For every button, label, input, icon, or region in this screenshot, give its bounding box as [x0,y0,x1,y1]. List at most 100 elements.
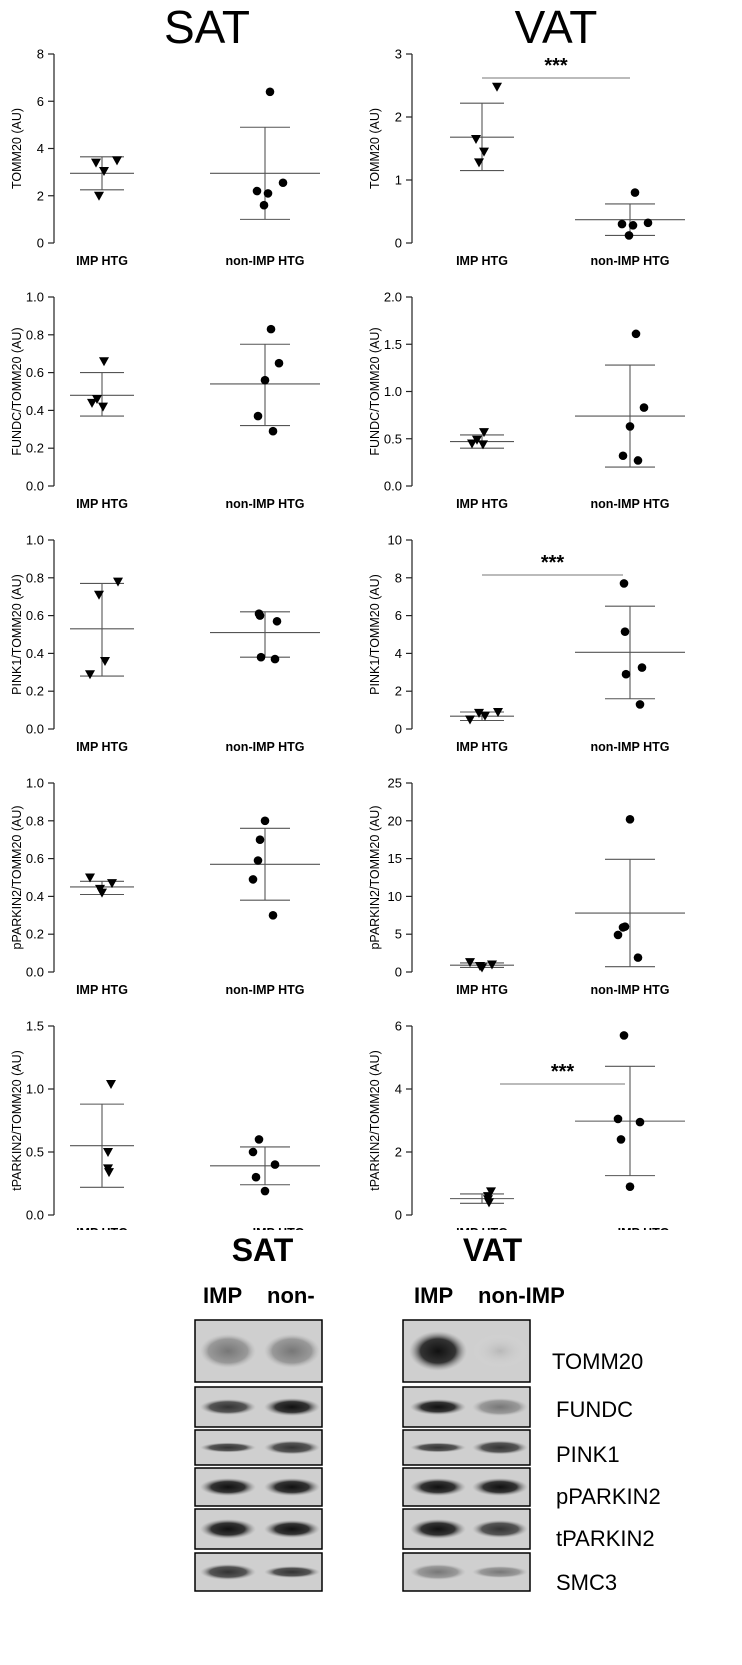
blot-sat-pink1-band-1 [200,1442,256,1453]
c8-y-tick-label: 1.5 [26,1019,44,1034]
c6-point-circle [253,856,263,865]
c6-point-circle [255,835,265,844]
c3-point-triangle [478,440,488,450]
c6-point-triangle [97,888,107,898]
c8-point-circle [254,1135,264,1144]
c8-point-circle [248,1147,258,1157]
c5-y-tick-label: 0 [395,722,402,737]
blot-sat-fundc-band-2 [264,1398,320,1416]
c4-y-axis-label: PINK1/TOMM20 (AU) [10,574,24,695]
c2-point-circle [260,375,270,385]
c9-x-category-label: IMP HTG [456,1226,508,1230]
c2-y-tick-label: 1.0 [26,290,44,305]
c9-y-tick-label: 4 [395,1082,402,1097]
c4-point-triangle [113,577,123,587]
c6-y-tick-label: 1.0 [26,776,44,791]
c9-point-circle [613,1114,623,1124]
c5-point-triangle [465,715,475,725]
c6-y-tick-label: 0.8 [26,813,44,828]
c5-point-circle [619,579,629,588]
c3-point-circle [618,451,628,461]
c5-x-category-label: IMP HTG [456,740,508,754]
c7-y-tick-label: 5 [395,927,402,942]
c3-y-tick-label: 0.0 [384,479,402,494]
blot-vat-lane-1: IMP [414,1283,454,1308]
c1-point-triangle [479,147,489,157]
blot-vat-tomm20-band-1 [409,1331,467,1371]
c1-significance-label: *** [544,55,568,77]
c4-point-circle [256,652,266,662]
c0-point-circle [252,186,262,196]
c0-y-tick-label: 0 [37,236,44,251]
c2-y-tick-label: 0.4 [26,403,44,418]
c1-point-triangle [471,135,481,145]
c0-y-tick-label: 8 [37,47,44,62]
c9-y-tick-label: 0 [395,1208,402,1223]
c6-y-tick-label: 0.2 [26,927,44,942]
c1-point-circle [617,219,627,229]
blot-sat-tparkin2-band-2 [264,1520,320,1538]
c0-point-circle [259,200,269,210]
c3-point-circle [633,456,643,465]
c1-y-tick-label: 1 [395,173,402,188]
c4-x-category-label: IMP HTG [76,740,128,754]
c0-x-category-label: IMP HTG [76,254,128,268]
c7-y-tick-label: 10 [388,889,402,904]
blot-sat-smc3-band-1 [200,1564,256,1580]
c5-point-triangle [474,708,484,718]
c3-point-triangle [472,435,482,445]
c7-point-triangle [487,960,497,970]
blot-vat-pparkin2-band-1 [410,1478,466,1496]
c6-y-tick-label: 0.6 [26,851,44,866]
c5-y-axis-label: PINK1/TOMM20 (AU) [368,574,382,695]
c4-y-tick-label: 0.6 [26,608,44,623]
c2-point-triangle [87,398,97,408]
c0-point-circle [278,178,288,188]
c3-y-axis-label: FUNDC/TOMM20 (AU) [368,327,382,455]
c9-point-triangle [486,1187,496,1197]
c7-point-triangle [465,958,475,968]
c5-point-circle [637,663,647,672]
c2-point-circle [266,324,276,334]
c2-point-circle [253,411,263,421]
blot-vat-pink1-band-2 [472,1440,528,1455]
c3-point-circle [631,329,641,339]
c8-x-category-label: non-IMP HTG [226,1226,305,1230]
c0-point-circle [265,87,275,97]
c5-y-tick-label: 2 [395,684,402,699]
c7-y-tick-label: 15 [388,851,402,866]
c7-point-triangle [477,963,487,973]
c4-point-circle [255,611,265,620]
c6-y-tick-label: 0.4 [26,889,44,904]
c3-y-tick-label: 1.5 [384,337,402,352]
c3-y-tick-label: 0.5 [384,431,402,446]
blot-sat-title: SAT [231,1232,294,1268]
c0-point-triangle [91,158,101,168]
c0-point-triangle [112,156,122,166]
c0-x-category-label: non-IMP HTG [226,254,305,268]
blot-vat-smc3-band-1 [410,1564,466,1580]
c5-point-triangle [480,711,490,721]
c8-point-circle [260,1186,270,1196]
c5-y-tick-label: 4 [395,646,402,661]
c3-point-triangle [479,428,489,438]
protein-label-smc3: SMC3 [556,1570,618,1595]
blot-vat-fundc-band-2 [472,1398,528,1416]
c0-y-tick-label: 6 [37,94,44,109]
c8-point-triangle [104,1168,114,1178]
c4-y-tick-label: 0.0 [26,722,44,737]
c9-point-circle [619,1031,629,1040]
c9-point-triangle [484,1198,494,1208]
c9-point-circle [625,1182,635,1191]
c3-point-triangle [467,439,477,449]
c6-y-tick-label: 0.0 [26,965,44,980]
blot-sat-fundc-band-1 [200,1399,256,1415]
c8-y-axis-label: tPARKIN2/TOMM20 (AU) [10,1050,24,1191]
c0-y-tick-label: 2 [37,188,44,203]
c9-x-category-label: non-IMP HTG [591,1226,670,1230]
c7-y-axis-label: pPARKIN2/TOMM20 (AU) [368,805,382,949]
c4-y-tick-label: 0.2 [26,684,44,699]
protein-label-pparkin2: pPARKIN2 [556,1484,661,1509]
blot-sat-lane-1: IMP [203,1283,243,1308]
